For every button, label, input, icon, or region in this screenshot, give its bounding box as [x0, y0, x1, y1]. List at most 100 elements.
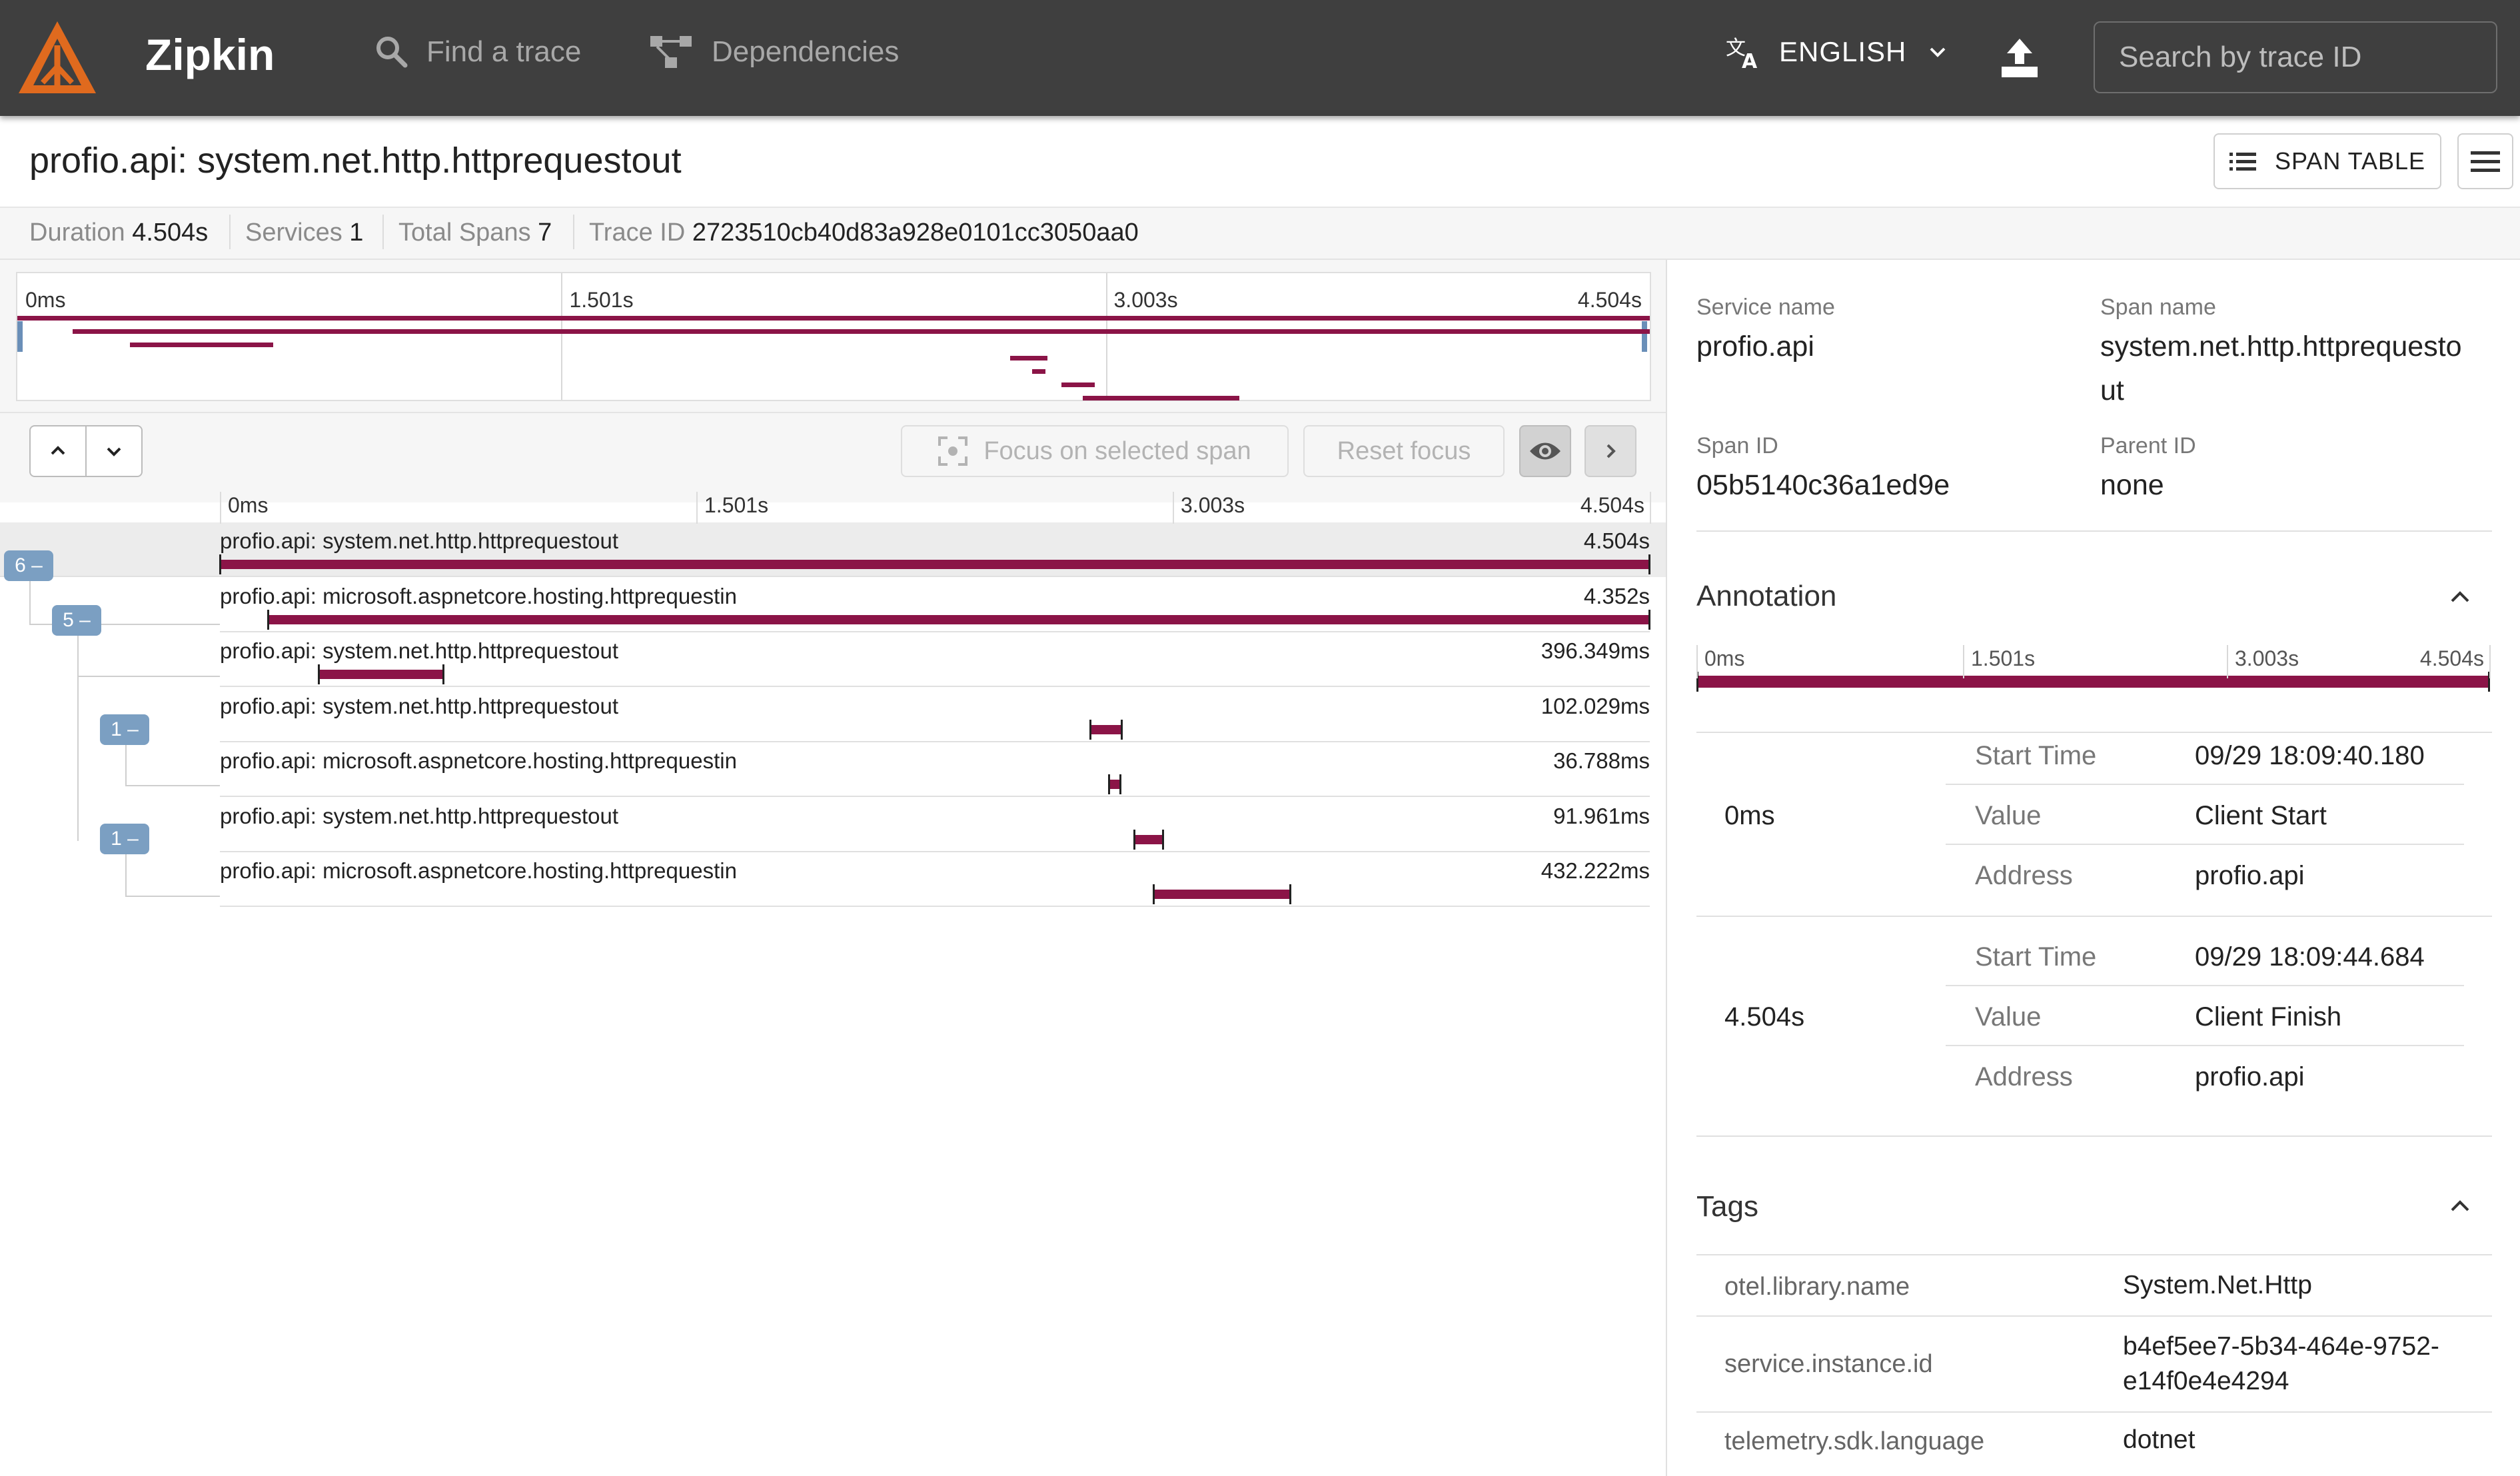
eye-icon	[1530, 442, 1561, 460]
span-duration-bar[interactable]	[1109, 780, 1121, 789]
span-name[interactable]: profio.api: system.net.http.httprequesto…	[220, 528, 619, 553]
span-duration-bar[interactable]	[1153, 890, 1291, 899]
span-bar-end-cap	[1119, 774, 1121, 794]
annotation-axis-tick: 0ms	[1704, 646, 1745, 670]
span-name-label: Span name	[2100, 295, 2216, 320]
stat-duration-value: 4.504s	[132, 219, 209, 247]
tag-value: dotnet	[2123, 1425, 2196, 1454]
chevron-down-icon	[107, 447, 121, 456]
span-name[interactable]: profio.api: system.net.http.httprequesto…	[220, 693, 619, 718]
stat-spans-value: 7	[538, 219, 552, 247]
span-id-value: 05b5140c36a1ed9e	[1696, 469, 1950, 501]
collapse-tags-icon[interactable]	[2447, 1193, 2473, 1219]
span-name[interactable]: profio.api: microsoft.aspnetcore.hosting…	[220, 583, 737, 608]
span-bar-end-cap	[442, 664, 445, 684]
collapse-children-badge[interactable]: 5 –	[52, 605, 101, 636]
span-navigation-group	[29, 425, 143, 477]
span-duration-bar[interactable]	[1134, 834, 1164, 844]
tree-connector	[77, 676, 220, 677]
span-bar-start-cap	[1133, 829, 1136, 850]
span-bar-start-cap	[317, 664, 320, 684]
chevron-up-icon	[51, 446, 65, 455]
span-name[interactable]: profio.api: system.net.http.httprequesto…	[220, 803, 619, 828]
span-duration: 91.961ms	[1553, 803, 1650, 828]
parent-id-label: Parent ID	[2100, 433, 2196, 458]
minimap-span-bar	[1083, 396, 1240, 400]
span-name-value-line1: system.net.http.httprequesto	[2100, 331, 2462, 363]
stat-trace-id: Trace ID 2723510cb40d83a928e0101cc3050aa…	[589, 219, 1139, 247]
collapse-children-badge[interactable]: 1 –	[100, 714, 149, 745]
top-app-bar: Zipkin Find a trace Dependencies 文 A ENG…	[0, 0, 2520, 116]
annotation-axis-line	[1963, 645, 1964, 678]
annotation-start-time-value: 09/29 18:09:44.684	[2195, 942, 2425, 972]
trace-id-search-input[interactable]	[2094, 21, 2497, 93]
span-bar-end-cap	[1121, 719, 1123, 740]
annotation-axis-tick: 1.501s	[1971, 646, 2036, 670]
stat-duration-label: Duration	[29, 219, 125, 247]
timeline-axis-line	[696, 492, 698, 524]
app-title[interactable]: Zipkin	[145, 30, 275, 79]
tree-connector	[29, 624, 220, 625]
annotation-axis-line	[2227, 645, 2228, 678]
upload-icon[interactable]	[1999, 37, 2040, 79]
span-name[interactable]: profio.api: microsoft.aspnetcore.hosting…	[220, 858, 737, 883]
minimap-span-bar	[1010, 356, 1047, 361]
minimap-grid-line	[561, 273, 563, 400]
previous-span-button[interactable]	[31, 426, 87, 476]
span-duration: 4.352s	[1583, 583, 1650, 608]
span-table-label: SPAN TABLE	[2274, 147, 2426, 175]
collapse-children-badge[interactable]: 6 –	[4, 550, 53, 581]
annotation-value: Client Start	[2195, 801, 2327, 830]
timeline-minimap[interactable]: 0ms 1.501s 3.003s 4.504s	[16, 272, 1651, 401]
service-name-value: profio.api	[1696, 331, 1814, 363]
svg-text:A: A	[1742, 50, 1758, 69]
span-bar-end-cap	[1648, 554, 1650, 574]
open-detail-button[interactable]	[1584, 425, 1636, 477]
span-id-label: Span ID	[1696, 433, 1778, 458]
annotation-address-label: Address	[1975, 861, 2073, 890]
next-span-button[interactable]	[87, 426, 141, 476]
collapse-children-badge[interactable]: 1 –	[100, 824, 149, 854]
span-duration-bar[interactable]	[268, 614, 1650, 624]
span-name[interactable]: profio.api: microsoft.aspnetcore.hosting…	[220, 748, 737, 773]
tag-key: service.instance.id	[1724, 1350, 1933, 1378]
timeline-axis-tick: 4.504s	[1580, 493, 1644, 517]
toggle-visibility-button[interactable]	[1519, 425, 1571, 477]
trace-title: profio.api: system.net.http.httprequesto…	[29, 141, 682, 181]
nav-dependencies-label: Dependencies	[712, 35, 900, 68]
menu-button[interactable]	[2457, 133, 2513, 189]
span-row-divider	[220, 630, 1650, 632]
span-bar-start-cap	[219, 554, 221, 574]
minimap-span-bar	[72, 329, 1650, 334]
span-duration-bar[interactable]	[1089, 724, 1123, 734]
span-duration-bar[interactable]	[220, 560, 1650, 569]
list-icon	[2229, 153, 2256, 171]
minimap-span-bar	[17, 316, 1650, 321]
tag-value: System.Net.Http	[2123, 1271, 2312, 1299]
annotation-address-value: profio.api	[2195, 861, 2305, 890]
focus-selected-span-button[interactable]: Focus on selected span	[901, 425, 1289, 477]
span-bar-start-cap	[267, 609, 270, 630]
minimap-span-bar	[129, 343, 274, 347]
span-duration-bar[interactable]	[318, 670, 444, 679]
zipkin-logo-icon[interactable]	[16, 19, 99, 99]
focus-selected-span-label: Focus on selected span	[983, 436, 1251, 465]
minimap-left-handle[interactable]	[17, 321, 23, 352]
minimap-right-handle[interactable]	[1642, 321, 1647, 352]
language-selector[interactable]: 文 A ENGLISH	[1726, 35, 1949, 69]
collapse-annotation-icon[interactable]	[2447, 584, 2473, 610]
tree-connector	[125, 896, 220, 897]
search-icon	[376, 37, 408, 68]
tree-connector	[125, 733, 127, 785]
span-row-divider	[220, 850, 1650, 852]
annotation-value: Client Finish	[2195, 1002, 2342, 1032]
span-table-button[interactable]: SPAN TABLE	[2213, 133, 2441, 189]
annotation-start-time-value: 09/29 18:09:40.180	[2195, 741, 2425, 770]
nav-dependencies[interactable]: Dependencies	[649, 35, 899, 69]
nav-find-trace[interactable]: Find a trace	[374, 35, 581, 69]
span-row-divider	[220, 686, 1650, 687]
annotation-axis-line	[1696, 645, 1698, 678]
reset-focus-button[interactable]: Reset focus	[1303, 425, 1505, 477]
annotation-time: 4.504s	[1724, 1002, 1805, 1032]
span-name[interactable]: profio.api: system.net.http.httprequesto…	[220, 638, 619, 663]
